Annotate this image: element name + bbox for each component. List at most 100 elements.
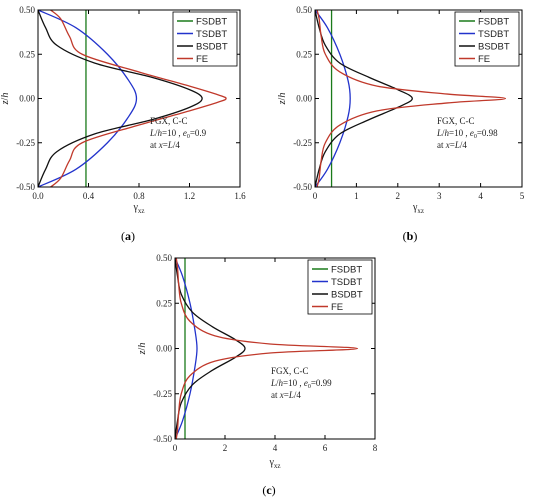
panel-label-close: ) — [131, 229, 135, 243]
x-axis-label-subscript: xz — [138, 207, 145, 215]
x-tick-label: 1 — [354, 191, 359, 201]
y-tick-label: -0.25 — [153, 389, 172, 399]
ann-at: at — [437, 140, 446, 150]
ann-at: at — [150, 140, 159, 150]
x-tick-label: 8 — [373, 443, 378, 453]
y-tick-label: 0.50 — [19, 5, 35, 15]
legend-label-bsdbt: BSDBT — [478, 42, 510, 53]
y-tick-label: -0.50 — [16, 182, 35, 192]
ann-eq: =10 , — [283, 378, 304, 388]
panel-label-open: ( — [121, 229, 125, 243]
x-axis-label: γxz — [268, 457, 280, 470]
legend-label-bsdbt: BSDBT — [196, 42, 228, 53]
ann-e: e — [304, 378, 308, 388]
y-axis-label: z/h — [0, 93, 11, 106]
plot-area — [175, 258, 359, 439]
annotation-line2: L/h=10 , e0=0.99 — [270, 378, 332, 390]
x-axis-label-subscript: xz — [417, 207, 424, 215]
legend-label-fe: FE — [196, 54, 208, 65]
ann-Lcap: L — [454, 140, 460, 150]
y-tick-label: 0.00 — [296, 94, 312, 104]
y-tick-label: 0.50 — [156, 253, 172, 263]
y-tick-label: 0.50 — [296, 5, 312, 15]
legend-label-tsdbt: TSDBT — [478, 29, 509, 40]
ann-eq: =10 , — [449, 128, 470, 138]
x-axis-label: γxz — [132, 202, 144, 215]
annotation-line2: L/h=10 , e0=0.9 — [149, 128, 207, 140]
annotation-line1: FGX, C-C — [271, 366, 309, 376]
ann-L: L — [270, 378, 276, 388]
x-tick-label: 2 — [223, 443, 228, 453]
x-tick-label: 1.6 — [234, 191, 246, 201]
x-tick-label: 2 — [396, 191, 401, 201]
ann-slash: / — [442, 128, 445, 138]
x-tick-label: 4 — [273, 443, 278, 453]
x-tick-label: 0.8 — [133, 191, 145, 201]
panel-label-letter: c — [266, 483, 272, 497]
series-line-fe — [50, 10, 227, 187]
x-tick-label: 5 — [520, 191, 525, 201]
y-axis-label-slash: / — [137, 347, 148, 350]
ann-slash: / — [276, 378, 279, 388]
annotation-line3: at x=L/4 — [150, 140, 180, 150]
series-line-fe — [316, 10, 507, 187]
legend-label-fsdbt: FSDBT — [331, 265, 362, 276]
annotation: FGX, C-C L/h=10 , e0=0.9at x=L/4 — [149, 116, 207, 150]
ann-value: =0.9 — [190, 128, 207, 138]
y-axis-label-z: z — [137, 350, 148, 355]
ann-slash: / — [155, 128, 158, 138]
legend-label-fe: FE — [478, 54, 490, 65]
y-tick-label: 0.00 — [19, 94, 35, 104]
y-tick-label: 0.25 — [19, 49, 35, 59]
plot-area — [38, 10, 227, 187]
series-line-tsdbt — [38, 10, 138, 187]
panel-label-letter: b — [407, 229, 414, 243]
y-axis-label: z/h — [137, 343, 148, 356]
x-axis-label-gamma: γ — [412, 202, 418, 213]
y-tick-label: -0.50 — [293, 182, 312, 192]
x-tick-label: 0.4 — [83, 191, 95, 201]
series-line-bsdbt — [38, 10, 203, 187]
ann-eq: =10 , — [162, 128, 183, 138]
series-line-bsdbt — [175, 258, 246, 439]
legend-label-bsdbt: BSDBT — [331, 290, 363, 301]
legend-label-fsdbt: FSDBT — [478, 17, 509, 28]
legend-label-tsdbt: TSDBT — [331, 277, 362, 288]
panel-label: (c) — [262, 483, 275, 497]
ann-value: =0.99 — [311, 378, 332, 388]
ann-e: e — [183, 128, 187, 138]
ann-eqL: = — [450, 140, 455, 150]
ann-h: h — [279, 378, 284, 388]
y-tick-label: -0.50 — [153, 434, 172, 444]
ann-eqL: = — [163, 140, 168, 150]
series-line-fe — [175, 258, 359, 439]
y-tick-label: -0.25 — [16, 138, 35, 148]
y-tick-label: 0.00 — [156, 344, 172, 354]
ann-sub0: 0 — [474, 134, 477, 140]
ann-L: L — [436, 128, 442, 138]
annotation-line3: at x=L/4 — [437, 140, 467, 150]
chart-panel-3: 0 2 4 6 8-0.50-0.250.000.250.50z/hγxzFSDBTTS… — [137, 253, 378, 497]
ann-sub0: 0 — [187, 134, 190, 140]
x-axis-label: γxz — [412, 202, 424, 215]
panel-label: (a) — [121, 229, 135, 243]
x-tick-label: 6 — [323, 443, 328, 453]
legend-label-fe: FE — [331, 302, 343, 313]
annotation-line1: FGX, C-C — [150, 116, 188, 126]
ann-Lcap: L — [288, 390, 294, 400]
y-axis-label-h: h — [0, 93, 11, 98]
ann-sub0: 0 — [308, 384, 311, 390]
chart-panel-1: 0.0 0.4 0.8 1.2 1.6-0.50-0.250.000.250.50z/h… — [0, 5, 246, 243]
ann-eqL: = — [284, 390, 289, 400]
x-tick-label: 1.2 — [184, 191, 195, 201]
ann-x: x — [158, 140, 163, 150]
x-axis-label-gamma: γ — [132, 202, 138, 213]
legend-label-fsdbt: FSDBT — [196, 17, 227, 28]
panel-label-close: ) — [413, 229, 417, 243]
series-line-bsdbt — [315, 10, 413, 187]
y-axis-label-z: z — [0, 100, 11, 105]
